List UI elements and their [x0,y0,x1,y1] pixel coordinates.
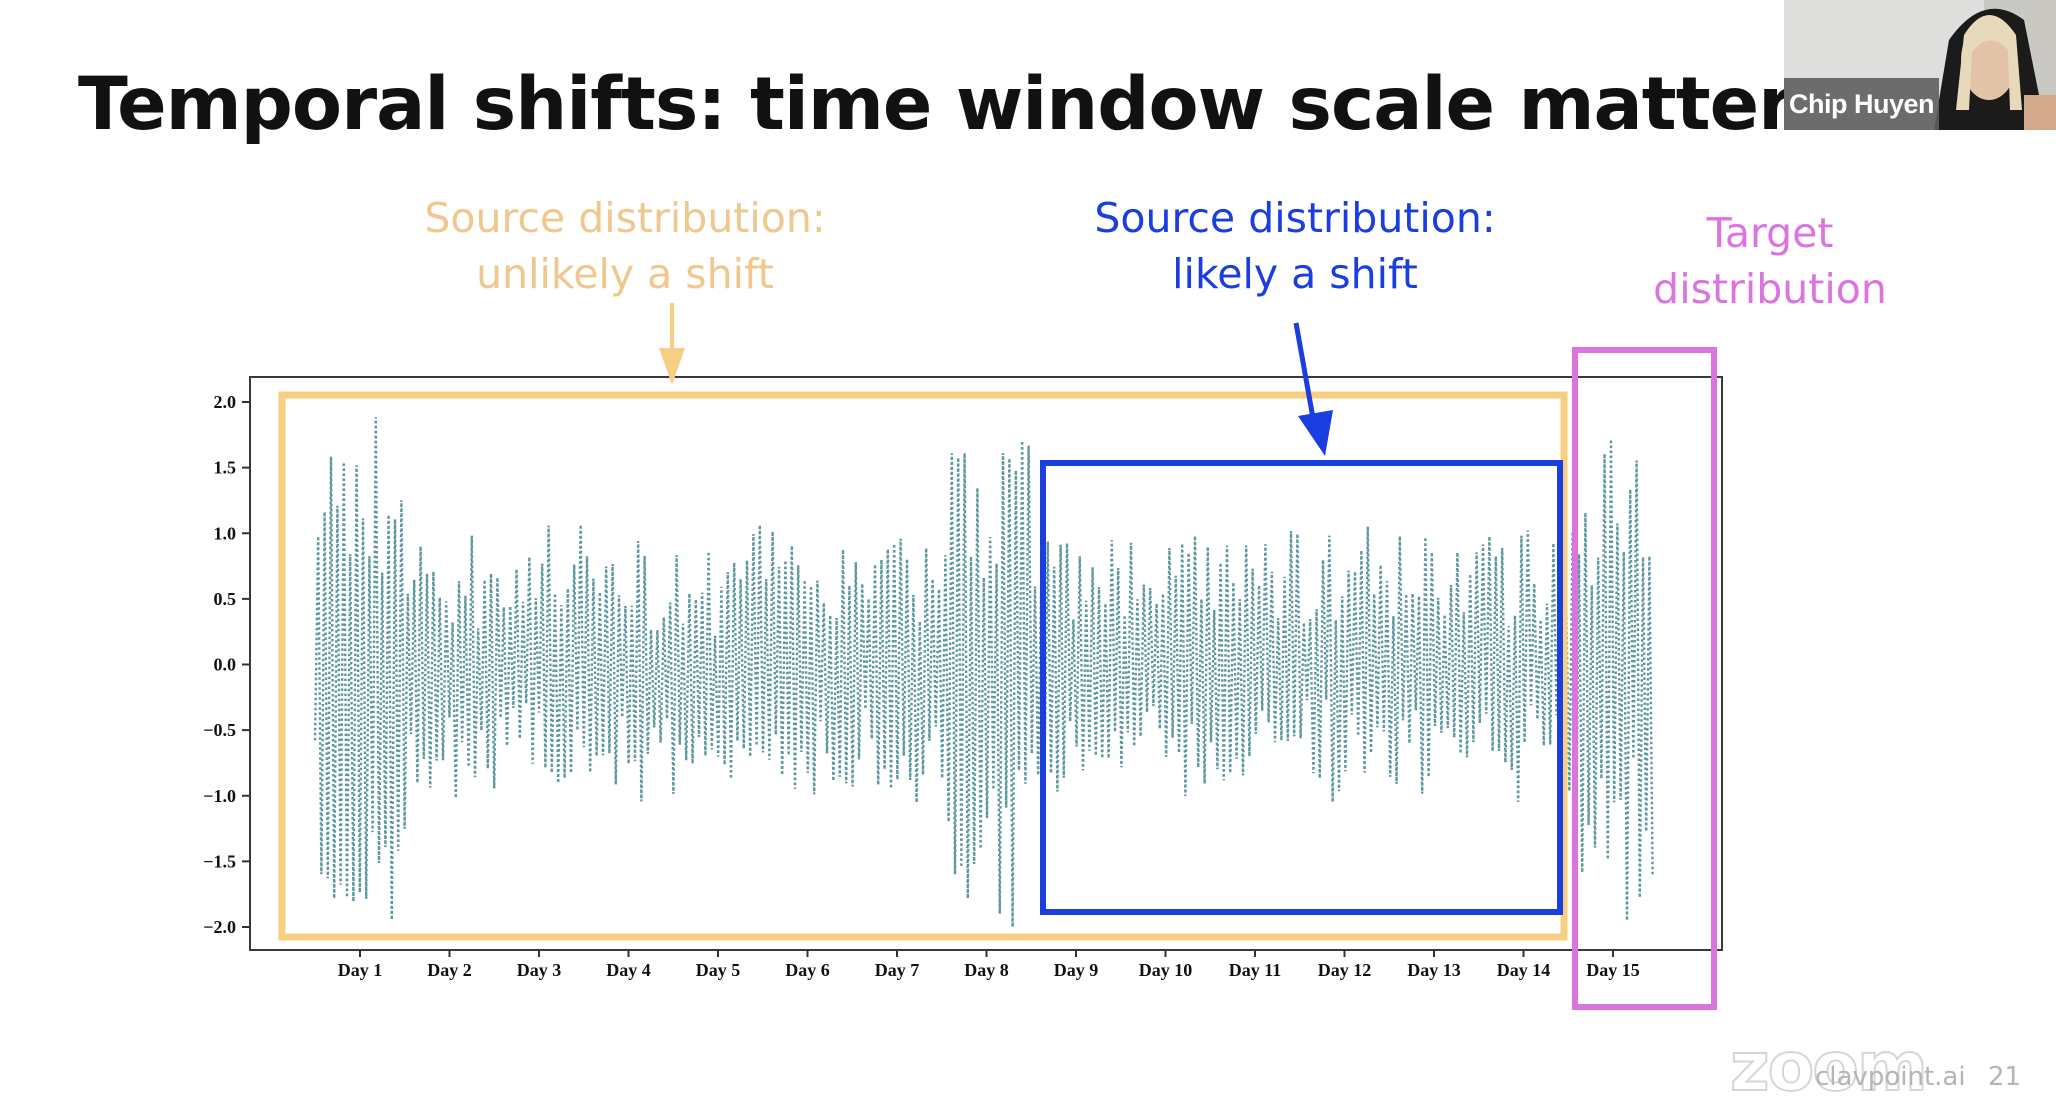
x-tick-label: Day 11 [1229,960,1282,980]
annotation-target-distribution: Target distribution [1620,205,1920,317]
highlight-box-pink [1572,347,1717,1010]
y-tick-label: 1.0 [214,523,237,543]
slide-title: Temporal shifts: time window scale matte… [78,62,1837,147]
x-tick-label: Day 10 [1139,960,1193,980]
annotation-arrows [659,303,1333,456]
speaker-video-tile[interactable]: Chip Huyen [1784,0,2056,130]
x-tick-label: Day 2 [427,960,472,980]
x-tick-label: Day 13 [1407,960,1461,980]
y-tick-label: −0.5 [203,720,236,740]
series-line [313,417,1654,928]
annotation-line: distribution [1653,265,1887,313]
y-tick-label: −1.5 [203,851,236,871]
participant-name: Chip Huyen [1784,78,1939,130]
annotation-line: unlikely a shift [476,250,774,298]
highlight-box-orange [278,391,1568,941]
x-tick-label: Day 4 [606,960,651,980]
x-tick-label: Day 7 [875,960,920,980]
y-tick-label: −2.0 [203,917,236,937]
y-tick-label: 1.5 [214,458,237,478]
footer-brand: clavpoint.ai [1815,1062,1966,1092]
blue-arrow-shaft [1293,322,1316,419]
x-tick-label: Day 8 [964,960,1009,980]
orange-arrow-head [659,348,685,385]
x-tick-label: Day 5 [696,960,741,980]
page-number: 21 [1988,1062,2022,1092]
x-axis: Day 1 Day 2 Day 3 Day 4 Day 5 Day 6 Day 7 Day 8… [338,950,1640,980]
blue-arrow-head [1298,410,1333,456]
highlight-boxes [278,347,1717,1010]
highlight-box-blue [1040,460,1563,915]
y-tick-label: 0.0 [214,655,237,675]
y-axis: 2.0 1.5 1.0 0.5 0.0 −0.5 −1.0 −1.5 −2.0 [203,392,250,937]
y-tick-label: 2.0 [214,392,237,412]
annotation-unlikely-shift: Source distribution: unlikely a shift [400,190,850,302]
annotation-line: Source distribution: [1094,194,1496,242]
y-tick-label: −1.0 [203,786,236,806]
annotation-likely-shift: Source distribution: likely a shift [1060,190,1530,302]
x-tick-label: Day 6 [785,960,830,980]
x-tick-label: Day 14 [1497,960,1551,980]
annotation-line: Target [1706,209,1834,257]
x-tick-label: Day 12 [1318,960,1372,980]
data-series [313,417,1654,928]
x-tick-label: Day 1 [338,960,383,980]
x-tick-label: Day 15 [1586,960,1640,980]
y-tick-label: 0.5 [214,589,237,609]
x-tick-label: Day 3 [517,960,562,980]
annotation-line: likely a shift [1172,250,1418,298]
x-tick-label: Day 9 [1054,960,1099,980]
annotation-line: Source distribution: [424,194,826,242]
